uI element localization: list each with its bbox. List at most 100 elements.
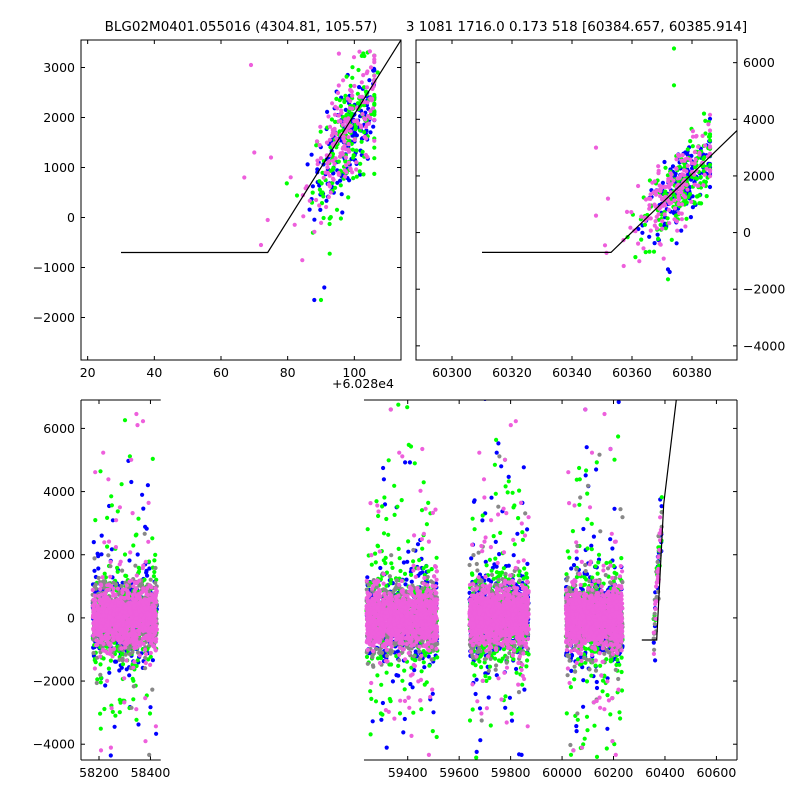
data-point — [369, 562, 374, 567]
data-point — [654, 226, 660, 231]
data-point — [407, 460, 412, 465]
data-point — [115, 565, 120, 570]
data-point — [685, 147, 690, 152]
data-point — [354, 174, 359, 179]
data-point — [426, 569, 431, 574]
data-point — [338, 104, 343, 109]
data-point — [403, 460, 408, 465]
data-point — [318, 124, 323, 129]
model-curve — [482, 130, 737, 253]
data-point — [659, 185, 664, 190]
data-point — [629, 210, 634, 215]
data-point — [399, 498, 404, 503]
data-point — [113, 713, 118, 718]
data-point — [375, 673, 380, 678]
data-point — [109, 503, 114, 508]
data-point — [396, 663, 401, 669]
data-point — [348, 129, 353, 134]
data-point — [372, 156, 377, 161]
y-tick-label: −4000 — [743, 338, 785, 353]
data-point — [389, 561, 394, 566]
data-point — [418, 571, 423, 576]
data-point — [119, 651, 124, 656]
data-point — [401, 560, 406, 565]
data-point — [469, 556, 474, 561]
data-point — [328, 215, 333, 220]
data-point — [520, 537, 526, 543]
data-point — [652, 241, 657, 246]
x-tick-label: 58400 — [131, 765, 171, 780]
data-point — [331, 165, 336, 171]
data-point — [574, 477, 579, 482]
data-point — [343, 163, 349, 168]
data-point — [330, 101, 335, 106]
data-point — [120, 658, 125, 663]
data-point — [688, 215, 694, 220]
data-point — [521, 576, 526, 581]
data-point — [478, 782, 482, 786]
data-point — [706, 122, 711, 127]
data-point — [467, 718, 473, 723]
outlier-point — [671, 83, 677, 88]
data-point — [479, 665, 484, 670]
data-point — [144, 568, 149, 574]
data-point — [679, 228, 684, 233]
data-point — [656, 164, 661, 169]
data-point — [312, 229, 317, 234]
data-points — [242, 49, 380, 303]
data-point — [148, 577, 153, 582]
data-point — [366, 121, 371, 126]
data-point — [419, 707, 424, 712]
data-point — [117, 668, 122, 673]
data-point — [639, 237, 644, 242]
data-point — [685, 187, 690, 192]
data-point — [136, 565, 141, 570]
data-point — [103, 683, 108, 688]
data-point — [392, 512, 397, 518]
data-point — [514, 670, 519, 675]
data-point — [331, 127, 336, 132]
data-point — [426, 654, 431, 659]
data-point — [353, 125, 358, 130]
data-point — [480, 518, 485, 523]
data-point — [360, 149, 365, 154]
data-point — [680, 172, 685, 177]
x-tick-label: 40 — [146, 365, 162, 380]
data-point — [582, 736, 587, 741]
data-point — [98, 789, 102, 793]
data-point — [136, 516, 141, 521]
outlier-point — [252, 150, 257, 155]
data-point — [98, 726, 103, 731]
data-point — [150, 687, 155, 692]
data-point — [585, 546, 590, 551]
data-point — [421, 480, 426, 485]
data-point — [704, 166, 709, 171]
plot-frame — [415, 39, 738, 361]
data-point — [583, 473, 588, 478]
y-tick-label: 2000 — [43, 547, 75, 562]
data-point — [315, 158, 320, 163]
outlier-point — [375, 70, 380, 75]
data-point — [92, 568, 97, 573]
data-point — [143, 655, 148, 661]
data-point — [129, 479, 134, 485]
series-points — [90, 407, 664, 758]
y-tick-label: 4000 — [43, 484, 75, 499]
data-point — [565, 549, 570, 554]
data-point — [148, 654, 153, 659]
x-tick-label: 60600 — [697, 765, 737, 780]
data-point — [604, 746, 609, 751]
data-point — [402, 668, 407, 673]
data-point — [338, 216, 343, 221]
data-point — [412, 461, 417, 466]
data-point — [348, 98, 353, 104]
data-point — [364, 136, 369, 141]
x-tick-label: 60360 — [612, 365, 652, 380]
data-point — [355, 91, 360, 96]
data-point — [352, 119, 357, 124]
data-point — [574, 729, 579, 734]
data-point — [703, 179, 709, 185]
data-point — [402, 571, 408, 577]
data-point — [411, 547, 416, 553]
data-point — [503, 694, 508, 699]
